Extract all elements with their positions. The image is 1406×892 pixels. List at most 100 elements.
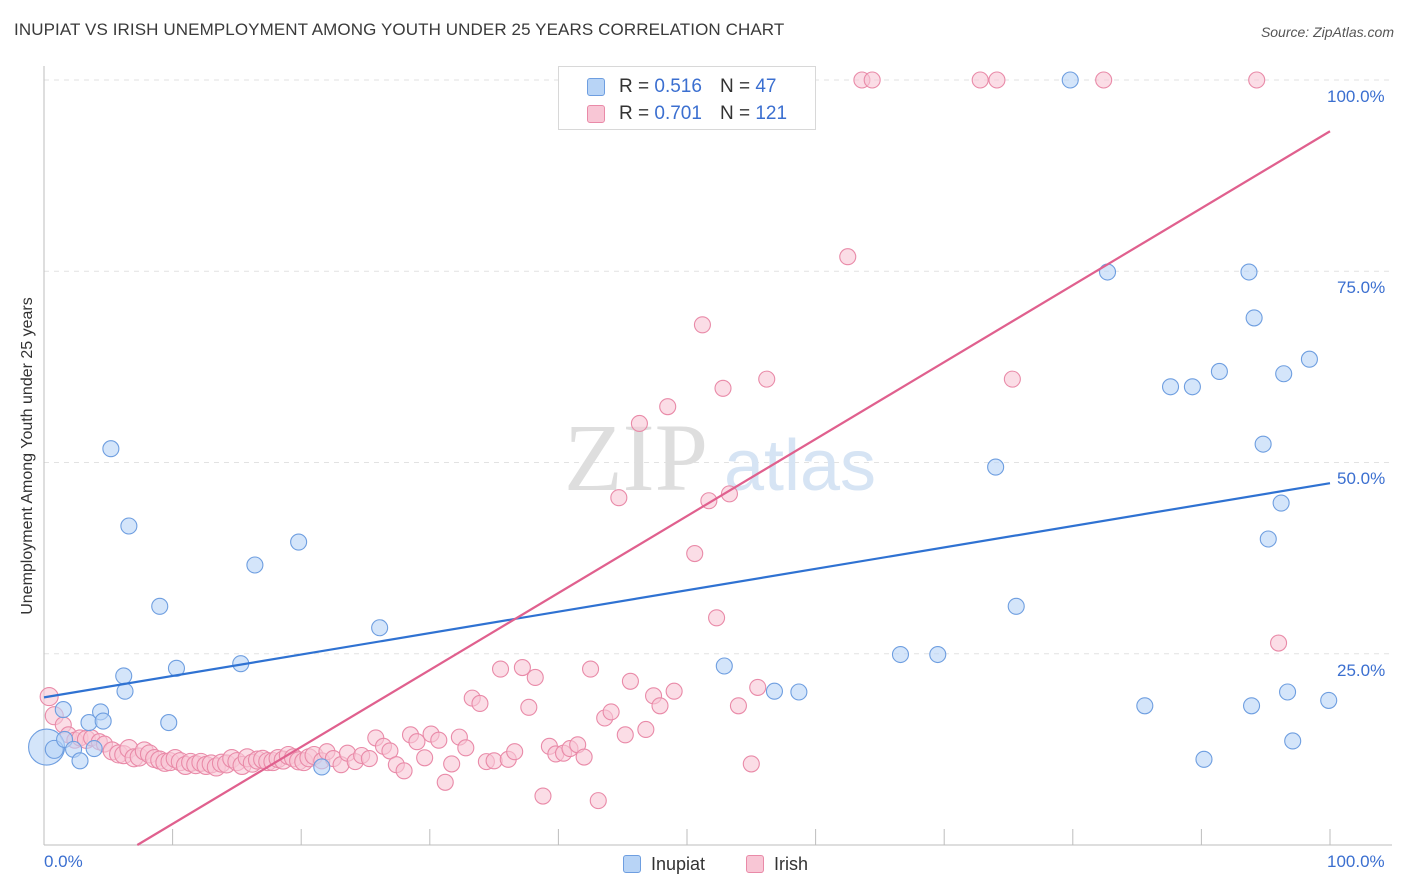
inupiat-n-value: 47 bbox=[755, 76, 777, 97]
legend-r-label: R = bbox=[619, 103, 650, 124]
inupiat-point bbox=[765, 682, 783, 700]
irish-point bbox=[513, 658, 531, 677]
series-inupiat bbox=[28, 71, 1338, 776]
irish-point bbox=[1270, 634, 1288, 652]
irish-point bbox=[408, 733, 426, 751]
irish-point bbox=[729, 697, 747, 715]
inupiat-point bbox=[1245, 309, 1263, 327]
irish-point bbox=[988, 71, 1006, 89]
irish-point bbox=[749, 678, 767, 696]
legend-r-label: R = bbox=[619, 76, 650, 97]
irish-point bbox=[839, 248, 857, 266]
inupiat-point bbox=[1183, 378, 1201, 396]
legend-row-inupiat: R = 0.516 N = 47 bbox=[587, 76, 776, 98]
inupiat-point bbox=[313, 758, 331, 776]
irish-point bbox=[589, 792, 607, 810]
inupiat-point bbox=[85, 740, 103, 758]
irish-point bbox=[395, 762, 413, 780]
irish-legend-label: Irish bbox=[774, 853, 809, 874]
irish-point bbox=[1248, 71, 1266, 89]
y-tick-100: 100.0% bbox=[1327, 87, 1385, 106]
inupiat-point bbox=[1007, 597, 1025, 615]
inupiat-point bbox=[94, 712, 112, 730]
inupiat-point bbox=[1243, 697, 1261, 715]
inupiat-point bbox=[1300, 350, 1318, 368]
legend-row-irish: R = 0.701 N = 121 bbox=[587, 103, 787, 125]
irish-point bbox=[610, 489, 628, 507]
trend-lines bbox=[43, 130, 1331, 846]
inupiat-point bbox=[1279, 683, 1297, 701]
inupiat-point bbox=[987, 458, 1005, 476]
irish-point bbox=[381, 742, 399, 760]
inupiat-legend-swatch bbox=[623, 855, 641, 873]
inupiat-point bbox=[115, 667, 133, 685]
irish-point bbox=[616, 726, 634, 744]
irish-point bbox=[630, 414, 648, 433]
inupiat-point bbox=[246, 556, 264, 574]
watermark-atlas: atlas bbox=[724, 426, 876, 506]
irish-legend-swatch bbox=[746, 855, 764, 873]
irish-point bbox=[506, 743, 524, 761]
y-axis-label: Unemployment Among Youth under 25 years bbox=[19, 297, 36, 615]
gridlines bbox=[44, 79, 1392, 655]
inupiat-point bbox=[1098, 263, 1117, 281]
irish-point bbox=[863, 71, 881, 89]
inupiat-point bbox=[1254, 435, 1272, 453]
y-tick-50: 50.0% bbox=[1337, 469, 1386, 488]
irish-point bbox=[520, 698, 538, 716]
inupiat-point bbox=[1259, 530, 1277, 548]
inupiat-point bbox=[71, 752, 89, 770]
x-tick-0: 0.0% bbox=[44, 852, 83, 871]
inupiat-point bbox=[1210, 362, 1228, 381]
x-tick-100: 100.0% bbox=[1327, 852, 1385, 871]
inupiat-point bbox=[891, 645, 910, 664]
inupiat-point bbox=[290, 533, 308, 551]
inupiat-point bbox=[1284, 732, 1302, 750]
irish-point bbox=[436, 773, 454, 791]
irish-point bbox=[443, 755, 461, 773]
irish-trend-line bbox=[136, 130, 1331, 846]
inupiat-point bbox=[102, 440, 120, 458]
irish-point bbox=[720, 485, 738, 503]
irish-point bbox=[708, 609, 726, 627]
irish-point bbox=[651, 697, 669, 715]
irish-point bbox=[526, 668, 544, 687]
irish-point bbox=[742, 755, 760, 773]
irish-r-value: 0.701 bbox=[654, 103, 702, 124]
irish-n-value: 121 bbox=[755, 103, 788, 124]
inupiat-point bbox=[790, 683, 808, 701]
inupiat-point bbox=[1136, 697, 1154, 715]
irish-point bbox=[693, 316, 711, 334]
irish-point bbox=[971, 71, 989, 89]
chart-title: INUPIAT VS IRISH UNEMPLOYMENT AMONG YOUT… bbox=[14, 20, 785, 39]
inupiat-point bbox=[371, 619, 389, 637]
inupiat-trend-line bbox=[43, 482, 1331, 699]
inupiat-point bbox=[120, 517, 138, 535]
inupiat-r-value: 0.516 bbox=[654, 76, 702, 97]
correlation-legend: R = 0.516 N = 47 R = 0.701 N = 121 bbox=[558, 66, 816, 130]
irish-point bbox=[360, 750, 378, 768]
inupiat-legend-label: Inupiat bbox=[651, 853, 706, 874]
inupiat-point bbox=[151, 597, 169, 615]
inupiat-point bbox=[929, 645, 947, 664]
irish-point bbox=[471, 694, 489, 713]
irish-point bbox=[714, 379, 732, 397]
legend-n-label: N = bbox=[719, 103, 751, 124]
inupiat-point bbox=[1272, 494, 1290, 512]
irish-point bbox=[637, 720, 655, 739]
irish-point bbox=[758, 370, 776, 388]
irish-point bbox=[686, 544, 704, 563]
legend-item-inupiat: Inupiat bbox=[623, 852, 705, 876]
inupiat-point bbox=[715, 657, 733, 675]
source-credit: Source: ZipAtlas.com bbox=[1260, 24, 1394, 40]
inupiat-point bbox=[1320, 691, 1338, 709]
irish-point bbox=[665, 682, 683, 700]
inupiat-point bbox=[1195, 750, 1213, 768]
irish-point bbox=[491, 660, 510, 678]
irish-point bbox=[581, 660, 600, 678]
inupiat-point bbox=[1275, 365, 1293, 383]
irish-point bbox=[575, 748, 593, 766]
irish-point bbox=[659, 398, 677, 416]
inupiat-point bbox=[1161, 378, 1180, 396]
